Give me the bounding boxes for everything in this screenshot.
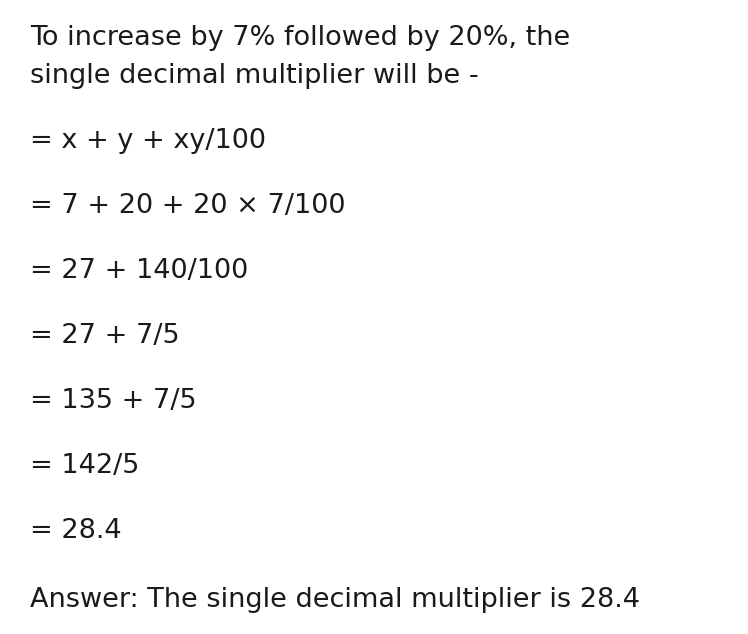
Text: = 7 + 20 + 20 × 7/100: = 7 + 20 + 20 × 7/100 [30,193,346,219]
Text: To increase by 7% followed by 20%, the: To increase by 7% followed by 20%, the [30,25,570,51]
Text: Answer: The single decimal multiplier is 28.4: Answer: The single decimal multiplier is… [30,587,640,613]
Text: = 142/5: = 142/5 [30,453,139,479]
Text: = 27 + 140/100: = 27 + 140/100 [30,258,248,284]
Text: = x + y + xy/100: = x + y + xy/100 [30,128,266,154]
Text: single decimal multiplier will be -: single decimal multiplier will be - [30,63,479,89]
Text: = 28.4: = 28.4 [30,518,122,544]
Text: = 135 + 7/5: = 135 + 7/5 [30,388,197,414]
Text: = 27 + 7/5: = 27 + 7/5 [30,323,180,349]
